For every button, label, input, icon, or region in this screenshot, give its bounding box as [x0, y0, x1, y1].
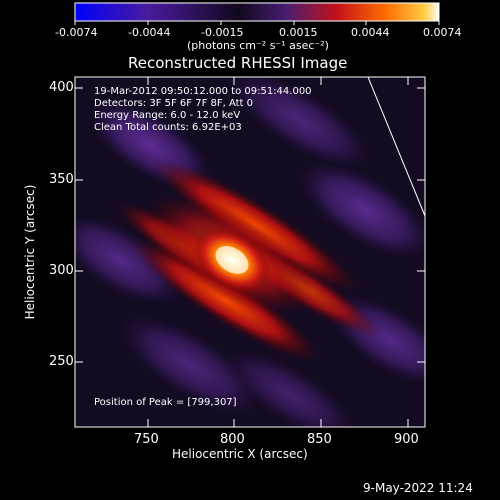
peak-position-label: Position of Peak = [799,307] — [94, 397, 237, 408]
info-line-total-counts: Clean Total counts: 6.92E+03 — [94, 122, 242, 133]
footer-timestamp: 9-May-2022 11:24 — [363, 481, 473, 495]
plot-frame — [74, 76, 426, 428]
x-tick-label-800: 800 — [220, 432, 245, 447]
colorbar-ticks — [74, 21, 440, 25]
y-tick-label-250: 250 — [49, 354, 74, 369]
colorbar-tick-label-4: 0.0015 — [279, 26, 318, 39]
solar-limb-line — [367, 77, 425, 217]
colorbar-gradient — [74, 2, 440, 22]
colorbar — [74, 2, 440, 25]
info-line-time-range: 19-Mar-2012 09:50:12.000 to 09:51:44.000 — [94, 86, 312, 97]
x-tick-label-750: 750 — [134, 432, 159, 447]
colorbar-tick-label-3: -0.0015 — [201, 26, 244, 39]
colorbar-tick-label-2: -0.0044 — [128, 26, 171, 39]
x-axis-ticks — [147, 77, 409, 427]
colorbar-tick-label-6: 0.0074 — [423, 26, 462, 39]
x-tick-label-900: 900 — [394, 432, 419, 447]
colorbar-tick-label-5: 0.0044 — [351, 26, 390, 39]
info-line-detectors: Detectors: 3F 5F 6F 7F 8F, Att 0 — [94, 98, 254, 109]
image-plot-area — [75, 77, 425, 427]
y-axis-label: Heliocentric Y (arcsec) — [23, 184, 37, 320]
y-tick-label-300: 300 — [49, 263, 74, 278]
info-line-energy-range: Energy Range: 6.0 - 12.0 keV — [94, 110, 241, 121]
info-block: 19-Mar-2012 09:50:12.000 to 09:51:44.000… — [94, 86, 312, 134]
colorbar-tick-label-1: -0.0074 — [55, 26, 98, 39]
y-tick-label-350: 350 — [49, 172, 74, 187]
plot-title: Reconstructed RHESSI Image — [128, 54, 348, 72]
y-tick-label-400: 400 — [49, 80, 74, 95]
y-axis-ticks — [75, 87, 425, 363]
colorbar-units: (photons cm⁻² s⁻¹ asec⁻²) — [187, 39, 329, 52]
x-axis-label: Heliocentric X (arcsec) — [172, 447, 308, 461]
x-tick-label-850: 850 — [307, 432, 332, 447]
